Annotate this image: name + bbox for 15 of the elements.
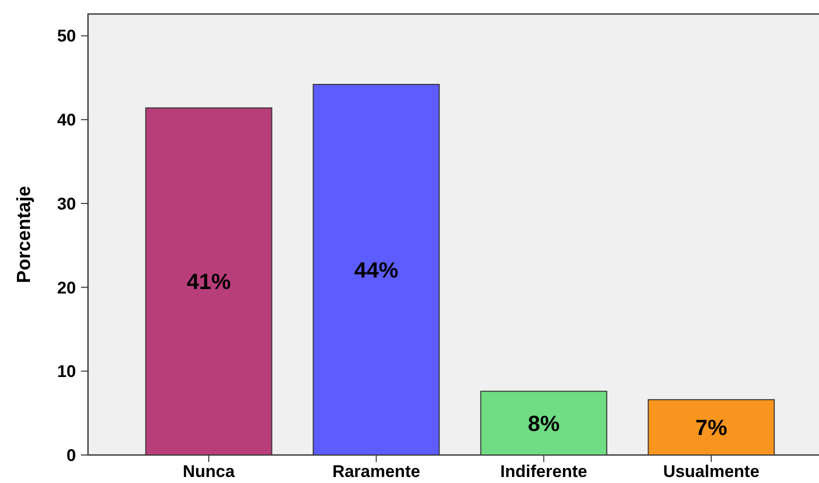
- data-label: 44%: [354, 257, 398, 282]
- x-tick-label: Usualmente: [663, 462, 760, 481]
- data-label: 7%: [695, 415, 728, 440]
- y-tick-label: 40: [57, 110, 76, 130]
- data-label: 41%: [186, 269, 231, 294]
- x-tick-label: Raramente: [332, 462, 420, 481]
- y-tick-label: 0: [66, 446, 76, 465]
- x-tick-label: Indiferente: [500, 462, 588, 481]
- y-tick-label: 30: [57, 194, 76, 214]
- x-tick-label: Nunca: [182, 462, 236, 481]
- data-label: 8%: [528, 410, 560, 436]
- y-tick-label: 10: [57, 362, 76, 382]
- y-axis-title: Porcentaje: [14, 186, 35, 284]
- y-tick-label: 50: [57, 26, 76, 46]
- y-tick-label: 20: [57, 278, 76, 298]
